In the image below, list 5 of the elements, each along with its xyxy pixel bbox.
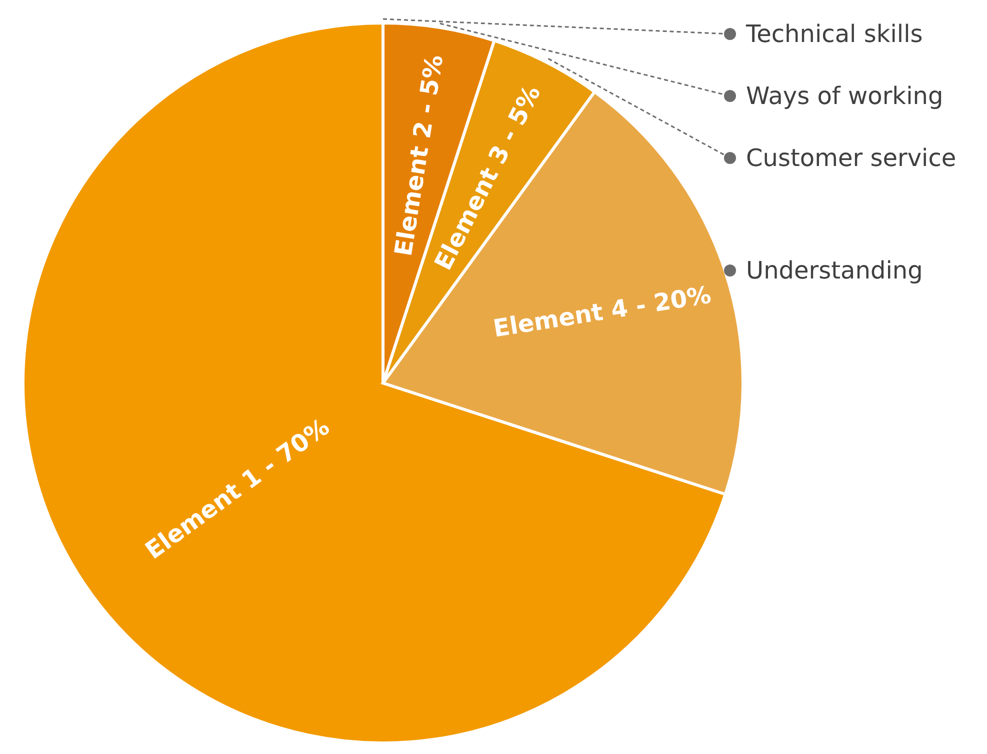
text: Understanding	[746, 256, 923, 285]
text: Ways of working	[746, 82, 944, 110]
slice-label: Element 4 - 20%	[491, 280, 713, 343]
text: Technical skills	[745, 20, 923, 48]
text: Customer service	[746, 144, 956, 172]
